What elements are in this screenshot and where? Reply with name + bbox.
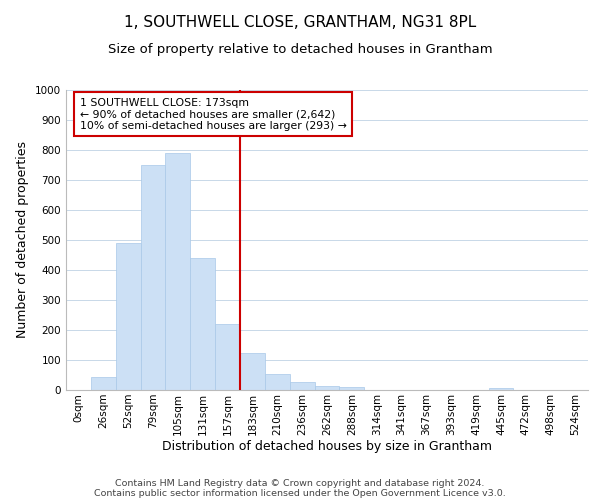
Bar <box>340 387 364 390</box>
Bar <box>488 388 514 390</box>
Bar <box>265 374 290 390</box>
Bar <box>166 153 190 390</box>
Text: 1 SOUTHWELL CLOSE: 173sqm
← 90% of detached houses are smaller (2,642)
10% of se: 1 SOUTHWELL CLOSE: 173sqm ← 90% of detac… <box>80 98 347 130</box>
X-axis label: Distribution of detached houses by size in Grantham: Distribution of detached houses by size … <box>162 440 492 454</box>
Bar <box>215 324 240 390</box>
Text: Contains public sector information licensed under the Open Government Licence v3: Contains public sector information licen… <box>94 488 506 498</box>
Bar <box>240 352 265 390</box>
Bar <box>116 243 140 390</box>
Bar <box>314 386 340 390</box>
Text: 1, SOUTHWELL CLOSE, GRANTHAM, NG31 8PL: 1, SOUTHWELL CLOSE, GRANTHAM, NG31 8PL <box>124 15 476 30</box>
Bar <box>140 165 166 390</box>
Bar <box>290 382 314 390</box>
Y-axis label: Number of detached properties: Number of detached properties <box>16 142 29 338</box>
Bar <box>190 258 215 390</box>
Text: Size of property relative to detached houses in Grantham: Size of property relative to detached ho… <box>107 42 493 56</box>
Bar <box>91 376 116 390</box>
Text: Contains HM Land Registry data © Crown copyright and database right 2024.: Contains HM Land Registry data © Crown c… <box>115 478 485 488</box>
